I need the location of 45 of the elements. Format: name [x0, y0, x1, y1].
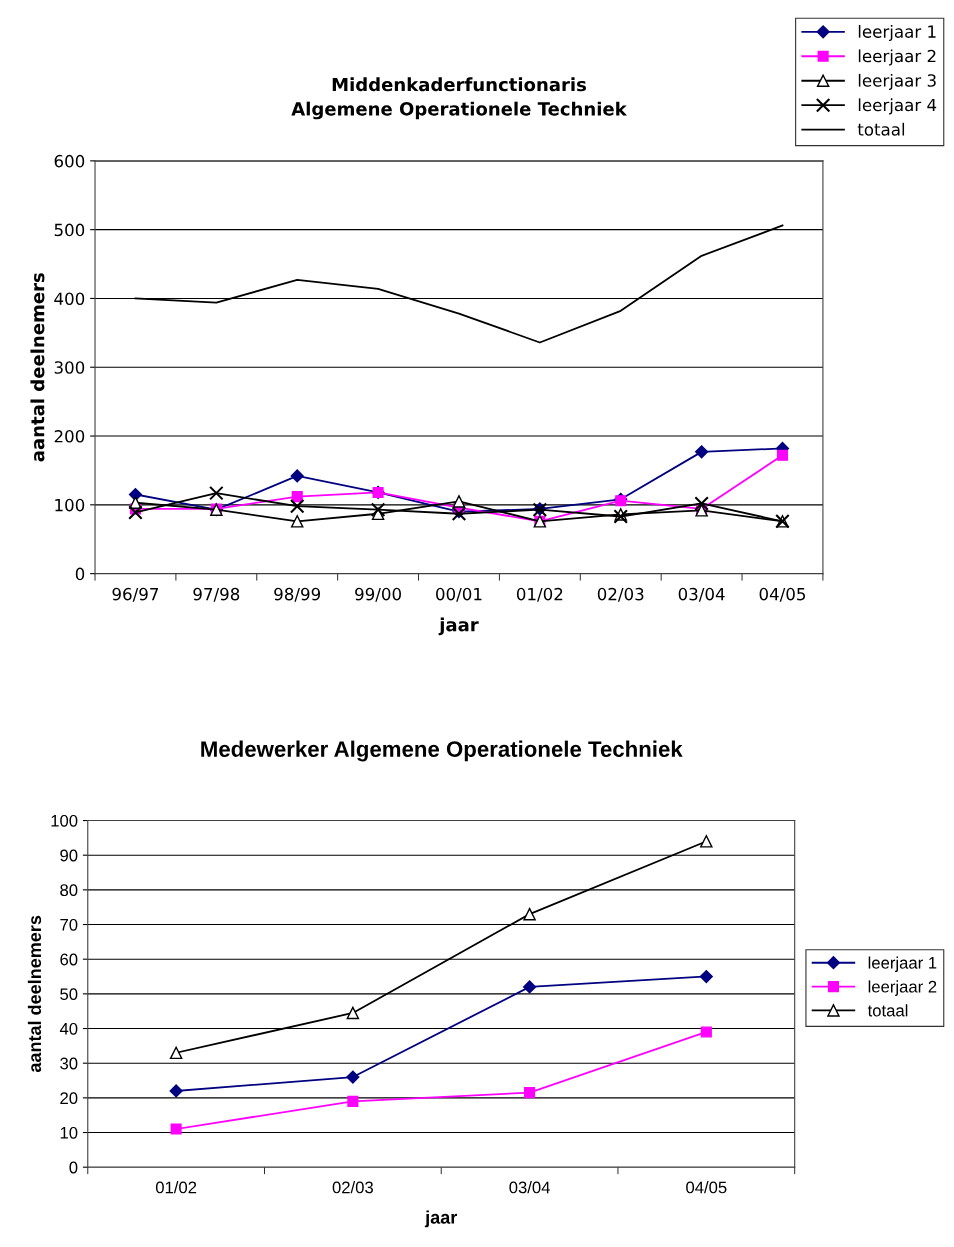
x-tick-label: 98/99: [274, 587, 321, 602]
legend-label: leerjaar 3: [858, 73, 936, 91]
x-tick-label: 04/05: [686, 1181, 727, 1194]
y-tick-label: 10: [60, 1126, 78, 1139]
legend-label: leerjaar 4: [858, 98, 937, 115]
y-tick-label: 50: [60, 988, 78, 1001]
x-tick-label: 03/04: [678, 587, 725, 602]
x-tick-label: 04/05: [759, 587, 806, 602]
y-tick-label: 100: [55, 498, 85, 512]
legend-label: leerjaar 1: [858, 24, 936, 42]
y-tick-label: 70: [60, 918, 78, 931]
x-axis-title: jaar: [438, 617, 479, 636]
y-tick-label: 100: [51, 814, 78, 827]
y-tick-label: 90: [60, 849, 78, 862]
legend-label: leerjaar 2: [858, 49, 936, 66]
x-tick-label: 02/03: [332, 1181, 373, 1194]
y-tick-label: 0: [75, 567, 85, 581]
legend-label: totaal: [867, 1004, 908, 1017]
y-axis-title: aantal deelnemers: [27, 915, 42, 1073]
x-tick-label: 03/04: [509, 1181, 550, 1194]
x-tick-label: 97/98: [193, 587, 240, 602]
x-tick-label: 01/02: [155, 1181, 197, 1194]
chart-title: Middenkaderfunctionaris Algemene Operationele Techniek: [291, 77, 628, 120]
x-tick-label: 00/01: [436, 587, 482, 602]
y-tick-label: 300: [54, 361, 85, 374]
y-tick-label: 60: [60, 953, 78, 966]
y-tick-label: 80: [60, 884, 78, 897]
y-tick-label: 20: [60, 1092, 78, 1105]
y-axis-title: aantal deelnemers: [30, 273, 45, 462]
x-axis-title: jaar: [424, 1210, 458, 1228]
x-tick-label: 99/00: [355, 587, 401, 602]
x-tick-label: 96/97: [112, 587, 159, 602]
y-tick-label: 200: [54, 430, 85, 443]
legend-label: leerjaar 2: [868, 980, 937, 996]
legend-label: leerjaar 1: [868, 956, 937, 973]
chart-title: Medewerker Algemene Operationele Techniek: [201, 740, 683, 762]
x-tick-label: 01/02: [516, 587, 563, 602]
y-tick-label: 30: [60, 1057, 78, 1070]
y-tick-label: 600: [54, 154, 85, 168]
x-tick-label: 02/03: [597, 587, 644, 602]
legend-label: totaal: [857, 122, 905, 136]
y-tick-label: 400: [54, 292, 85, 306]
y-tick-label: 500: [54, 223, 85, 237]
y-tick-label: 0: [69, 1161, 78, 1174]
y-tick-label: 40: [59, 1022, 78, 1035]
